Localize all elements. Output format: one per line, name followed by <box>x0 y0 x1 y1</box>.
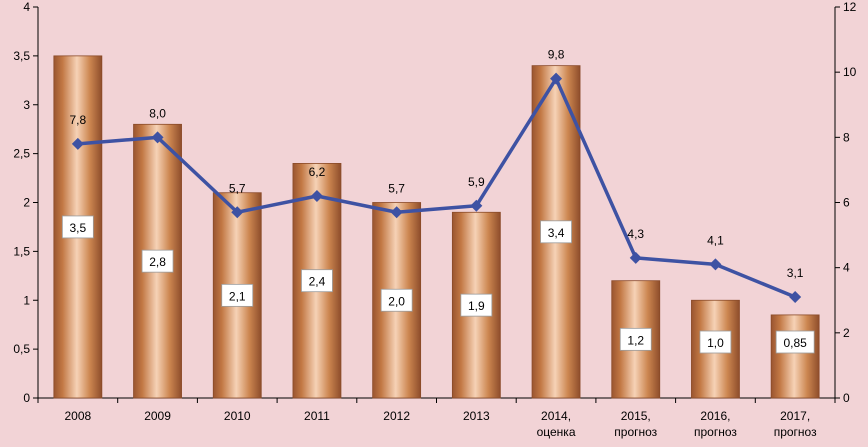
x-tick-label: 2014, оценка <box>537 409 576 439</box>
line-value-label: 3,1 <box>787 266 804 280</box>
bar-label-box <box>61 215 94 239</box>
line-series <box>71 72 802 303</box>
line-marker <box>709 258 722 271</box>
bar-value-label: 1,0 <box>707 336 724 350</box>
bar-label-box <box>380 288 413 312</box>
x-tick-label: 2012 <box>383 409 410 423</box>
x-tick-label: 2010 <box>224 409 251 423</box>
bar-label-box <box>141 249 174 273</box>
line-marker <box>310 189 323 202</box>
line-value-label: 6,2 <box>309 165 326 179</box>
line-marker <box>470 199 483 212</box>
bar-label-box <box>540 220 572 244</box>
bar-value-label: 3,5 <box>70 221 87 235</box>
x-tick-label: 2017, прогноз <box>774 409 817 439</box>
y-right-tick-label: 8 <box>843 130 850 144</box>
y-right-tick-label: 6 <box>843 196 850 210</box>
line-value-label: 5,9 <box>468 175 485 189</box>
bar-value-label: 2,1 <box>229 289 246 303</box>
line-marker <box>71 137 84 150</box>
line-value-label: 4,1 <box>707 233 724 247</box>
bar-label-box <box>301 269 333 293</box>
line-marker <box>789 290 802 303</box>
line-value-label: 9,8 <box>548 48 565 62</box>
x-tick-label: 2016, прогноз <box>694 409 737 439</box>
line-marker <box>390 206 403 219</box>
bar-label-box <box>699 330 732 354</box>
y-right-tick-label: 4 <box>843 261 850 275</box>
line-value-label: 5,7 <box>229 181 246 195</box>
y-left-tick-label: 2,5 <box>13 147 30 161</box>
bar <box>770 314 820 399</box>
bar-value-label: 2,8 <box>149 255 166 269</box>
x-tick-label: 2011 <box>304 409 330 423</box>
bar-value-label: 2,4 <box>309 275 326 289</box>
x-tick-label: 2009 <box>144 409 171 423</box>
line-value-label: 4,3 <box>627 227 644 241</box>
y-right-tick-label: 10 <box>843 65 857 79</box>
bar-label-box <box>460 293 493 317</box>
line-value-label: 5,7 <box>388 181 405 195</box>
x-tick-label: 2008 <box>64 409 91 423</box>
bar-value-label: 1,2 <box>627 333 644 347</box>
line-marker <box>151 131 164 144</box>
y-left-tick-label: 1 <box>23 293 30 307</box>
line-value-label: 7,8 <box>70 113 87 127</box>
line-path <box>77 76 796 299</box>
bar <box>372 202 422 399</box>
bar-value-label: 2,0 <box>388 294 405 308</box>
y-left-tick-label: 3,5 <box>13 49 30 63</box>
bar-label-box <box>619 327 652 351</box>
y-left-tick-label: 1,5 <box>13 244 30 258</box>
y-left-tick-label: 0 <box>23 391 30 405</box>
line-marker <box>550 72 563 85</box>
line-marker <box>629 251 642 264</box>
bar-label-box <box>221 283 254 307</box>
bar-value-label: 3,4 <box>548 226 565 240</box>
y-right-tick-label: 2 <box>843 326 850 340</box>
x-tick-label: 2015, прогноз <box>614 409 657 439</box>
y-left-tick-label: 3 <box>23 98 30 112</box>
y-right-tick-label: 0 <box>843 391 850 405</box>
bar-label-box <box>775 330 815 354</box>
bar-value-label: 0,85 <box>783 336 807 350</box>
line-value-label: 8,0 <box>149 106 166 120</box>
y-left-tick-label: 4 <box>23 0 30 14</box>
y-left-tick-label: 2 <box>23 196 30 210</box>
bar-value-label: 1,9 <box>468 299 485 313</box>
data-labels: 3,5 2,8 2,1 2,4 2,0 1,9 3,4 1,2 1,0 0,85 7,8 8,0 5,7… <box>61 48 815 354</box>
y-right-tick-label: 12 <box>843 0 857 14</box>
y-left-tick-label: 0,5 <box>13 342 30 356</box>
line-marker <box>231 206 244 219</box>
x-tick-label: 2013 <box>463 409 490 423</box>
